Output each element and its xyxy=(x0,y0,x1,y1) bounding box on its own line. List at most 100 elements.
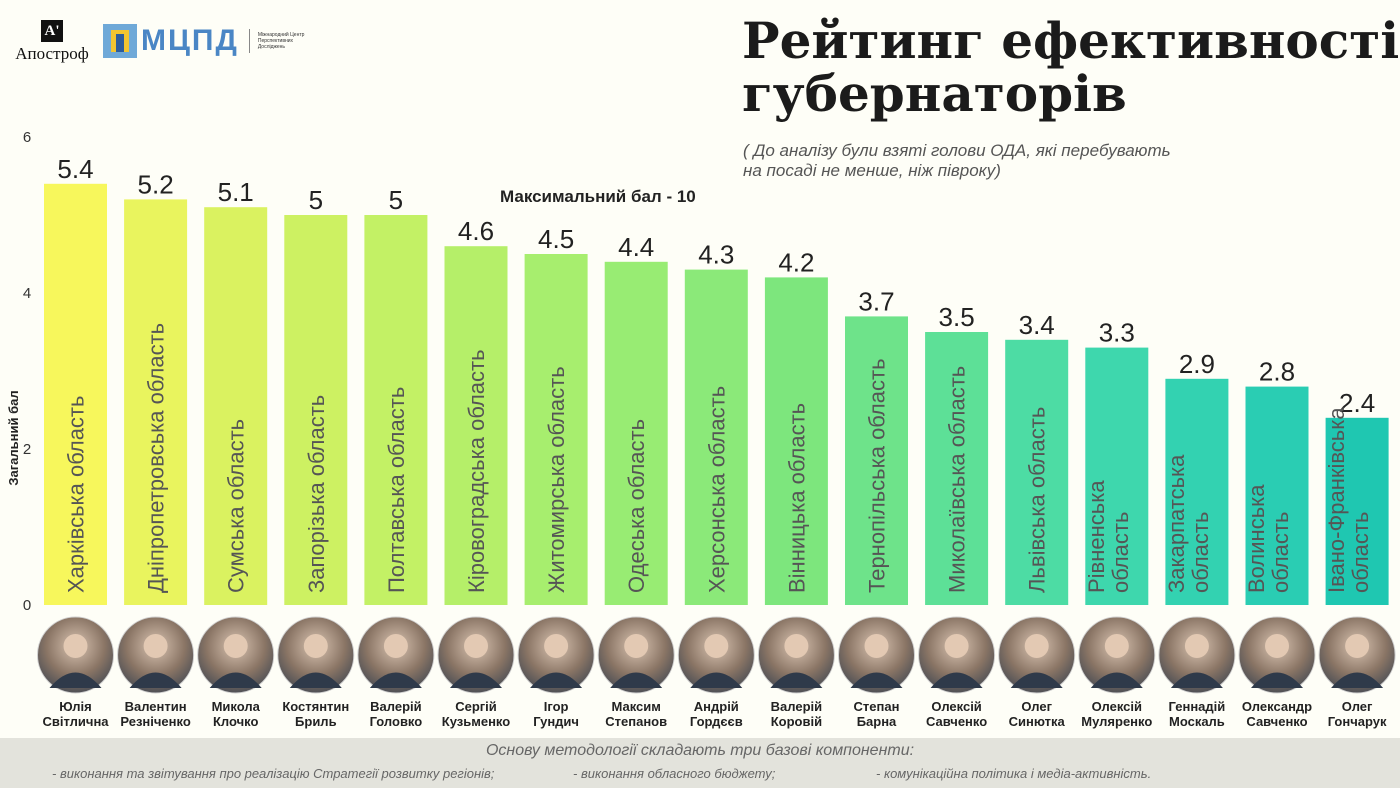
bar-value-label: 2.4 xyxy=(1339,388,1375,418)
bar xyxy=(925,332,989,605)
governor-photo-suit xyxy=(1090,672,1143,688)
mcpd-logo-name: МЦПД xyxy=(141,24,239,57)
category-label: Харківська область xyxy=(64,396,89,593)
governor-photo-head xyxy=(784,634,809,658)
bar-value-label: 5 xyxy=(389,185,403,215)
governor-name: Валерій Коровій xyxy=(771,699,822,729)
governor-photo-suit xyxy=(450,672,502,688)
governor-name: Андрій Гордєєв xyxy=(690,699,743,729)
category-label: Херсонська область xyxy=(704,386,729,593)
governor-photo-head xyxy=(1104,634,1129,658)
bar-value-label: 3.5 xyxy=(939,302,975,332)
governor-photo-head xyxy=(383,634,408,658)
bar xyxy=(284,215,348,605)
bar-value-label: 4.6 xyxy=(458,216,494,246)
governor-name: Костянтин Бриль xyxy=(282,699,349,729)
governor-photo-suit xyxy=(1170,672,1223,688)
bar xyxy=(1085,347,1149,605)
governor-photo-head xyxy=(944,634,969,658)
governor-name: Валентин Резніченко xyxy=(120,699,190,729)
governor-photo-head xyxy=(864,634,889,658)
bar-value-label: 4.2 xyxy=(778,247,814,277)
bar-value-label: 4.3 xyxy=(698,240,734,270)
governor-photo-suit xyxy=(129,672,182,688)
methodology-intro: Основу методології складають три базові … xyxy=(485,742,915,759)
chart-title: Рейтинг ефективності губернаторів xyxy=(742,11,1400,123)
bar-value-label: 3.7 xyxy=(858,286,894,316)
apostrophe-logo-mark: A' xyxy=(41,20,63,42)
governor-photo-head xyxy=(544,634,569,658)
bar xyxy=(1325,417,1389,605)
category-label: Одеська область xyxy=(624,419,649,593)
governor-name: Микола Клочко xyxy=(212,699,261,729)
governor-name: Олексій Муляренко xyxy=(1081,699,1152,729)
governor-name: Юлія Світлична xyxy=(42,699,109,729)
category-label: Вінницька область xyxy=(784,403,809,593)
governor-photo-suit xyxy=(1010,672,1063,688)
apostrophe-logo-name: Апостроф xyxy=(15,44,89,63)
mcpd-logo: МЦПД Міжнародний Центр Перспективних Дос… xyxy=(103,24,308,58)
bar xyxy=(764,277,828,605)
category-label: Тернопільська область xyxy=(865,358,890,593)
bar xyxy=(1165,378,1229,605)
governor-photo-suit xyxy=(850,672,903,688)
bar-value-label: 2.9 xyxy=(1179,349,1215,379)
governor-photo-suit xyxy=(930,672,983,688)
governor-photo-suit xyxy=(610,672,663,688)
governor-photo-head xyxy=(624,634,649,658)
governor-name: Валерій Головко xyxy=(370,699,423,729)
governor-name: Сергій Кузьменко xyxy=(442,699,510,729)
bar xyxy=(444,246,508,605)
category-label: Кіровоградська область xyxy=(464,349,489,593)
governor-photo-suit xyxy=(690,672,743,688)
governor-photo-head xyxy=(1345,634,1370,658)
governor-name: Олег Синютка xyxy=(1009,699,1066,729)
bar-value-label: 4.5 xyxy=(538,224,574,254)
governor-photo-head xyxy=(1265,634,1289,658)
category-label: Дніпропетровська область xyxy=(144,323,169,593)
governor-name: Олег Гончарук xyxy=(1328,699,1387,729)
governor-name: Степан Барна xyxy=(854,699,900,729)
bar xyxy=(845,316,908,605)
mcpd-logo-fullname: Міжнародний Центр Перспективних Дослідже… xyxy=(257,32,305,50)
y-tick-label: 6 xyxy=(23,129,31,146)
governor-photo-head xyxy=(464,634,488,658)
governor-photo-suit xyxy=(209,672,262,688)
bar-value-label: 4.4 xyxy=(618,232,654,262)
bar xyxy=(524,254,588,605)
methodology-component-strategy: - виконання та звітування про реалізацію… xyxy=(52,766,495,781)
bar xyxy=(124,199,188,605)
y-axis-label: Загальний бал xyxy=(6,390,21,485)
governor-photo-suit xyxy=(289,672,342,688)
category-label: Івано-Франківськаобласть xyxy=(1324,407,1373,593)
governor-photo-suit xyxy=(530,672,583,688)
bar xyxy=(604,261,668,605)
bar-value-label: 5.2 xyxy=(138,169,174,199)
bar xyxy=(364,215,428,605)
apostrophe-logo: A' Апостроф xyxy=(8,20,96,64)
governor-name: Максим Степанов xyxy=(605,699,667,729)
governor-photo-head xyxy=(63,634,88,658)
mcpd-logo-divider xyxy=(248,29,250,53)
category-label: Рівненськаобласть xyxy=(1084,480,1133,593)
governor-photo-head xyxy=(303,634,328,658)
governor-name: Олексій Савченко xyxy=(926,699,987,729)
governors-rating-bar-chart: Загальний бал 0 2 4 6 5.4 Харківська область… xyxy=(6,129,1396,729)
y-tick-label: 2 xyxy=(23,441,31,458)
governor-name: Геннадій Москаль xyxy=(1169,699,1226,729)
chart-subtitle: ( До аналізу були взяті голови ОДА, які … xyxy=(743,141,1171,180)
governor-photo-head xyxy=(143,634,168,658)
governor-name: Олександр Савченко xyxy=(1242,699,1312,729)
category-label: Сумська область xyxy=(224,419,249,593)
governor-photo-head xyxy=(223,634,248,658)
bar-value-label: 5.4 xyxy=(57,154,93,184)
bar-value-label: 5 xyxy=(309,185,323,215)
governor-photo-suit xyxy=(49,672,102,688)
governor-name: Ігор Гундич xyxy=(533,699,579,729)
governor-photo-head xyxy=(1184,634,1209,658)
category-label: Волинськаобласть xyxy=(1244,484,1293,593)
category-label: Львівська область xyxy=(1025,407,1050,593)
bar xyxy=(44,183,107,606)
category-label: Миколаївська область xyxy=(945,366,970,593)
governor-photo-suit xyxy=(369,672,422,688)
